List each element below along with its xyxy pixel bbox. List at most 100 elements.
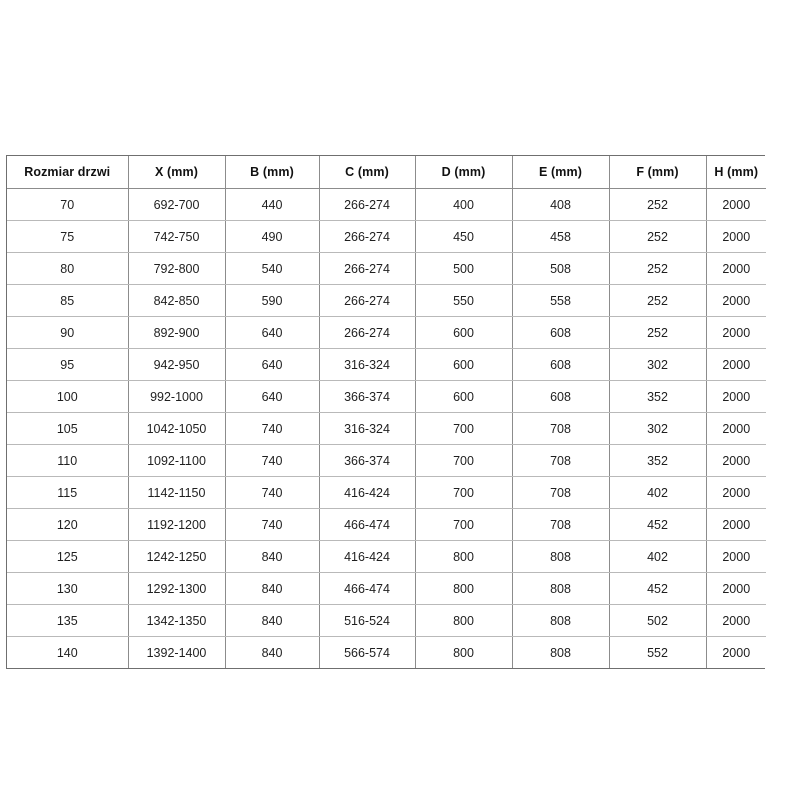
table-cell: 252 bbox=[609, 188, 707, 221]
table-cell: 516-524 bbox=[319, 604, 416, 637]
table-cell: 450 bbox=[415, 220, 513, 253]
table-cell: 2000 bbox=[706, 604, 766, 637]
table-cell: 452 bbox=[609, 572, 707, 605]
table-cell: 490 bbox=[225, 220, 320, 253]
table-cell: 640 bbox=[225, 380, 320, 413]
table-cell: 708 bbox=[512, 508, 610, 541]
table-cell: 90 bbox=[7, 316, 129, 349]
table-cell: 100 bbox=[7, 380, 129, 413]
table-row: 75 742-750 490 266-274 450 458 252 2000 bbox=[7, 220, 766, 253]
table-cell: 708 bbox=[512, 412, 610, 445]
table-cell: 140 bbox=[7, 636, 129, 668]
table-cell: 792-800 bbox=[128, 252, 226, 285]
table-cell: 600 bbox=[415, 316, 513, 349]
table-cell: 2000 bbox=[706, 540, 766, 573]
table-cell: 800 bbox=[415, 604, 513, 637]
table-cell: 740 bbox=[225, 476, 320, 509]
table-row: 140 1392-1400 840 566-574 800 808 552 2000 bbox=[7, 636, 766, 668]
table-cell: 608 bbox=[512, 348, 610, 381]
table-cell: 2000 bbox=[706, 380, 766, 413]
table-row: 135 1342-1350 840 516-524 800 808 502 2000 bbox=[7, 604, 766, 637]
table-header-row: Rozmiar drzwi X (mm) B (mm) C (mm) D (mm… bbox=[7, 156, 766, 189]
table-cell: 302 bbox=[609, 348, 707, 381]
table-cell: 366-374 bbox=[319, 444, 416, 477]
table-cell: 1042-1050 bbox=[128, 412, 226, 445]
table-cell: 440 bbox=[225, 188, 320, 221]
table-cell: 2000 bbox=[706, 444, 766, 477]
table-cell: 466-474 bbox=[319, 508, 416, 541]
table-cell: 508 bbox=[512, 252, 610, 285]
column-header-rozmiar-drzwi: Rozmiar drzwi bbox=[7, 156, 129, 189]
table-cell: 80 bbox=[7, 252, 129, 285]
table-cell: 105 bbox=[7, 412, 129, 445]
table-cell: 840 bbox=[225, 604, 320, 637]
table-cell: 135 bbox=[7, 604, 129, 637]
table-row: 90 892-900 640 266-274 600 608 252 2000 bbox=[7, 316, 766, 349]
table-cell: 502 bbox=[609, 604, 707, 637]
table-cell: 842-850 bbox=[128, 284, 226, 317]
table-cell: 2000 bbox=[706, 476, 766, 509]
table-cell: 552 bbox=[609, 636, 707, 668]
table-cell: 1142-1150 bbox=[128, 476, 226, 509]
table-cell: 640 bbox=[225, 316, 320, 349]
table-cell: 416-424 bbox=[319, 540, 416, 573]
table-row: 130 1292-1300 840 466-474 800 808 452 2000 bbox=[7, 572, 766, 605]
table-cell: 742-750 bbox=[128, 220, 226, 253]
table-header: Rozmiar drzwi X (mm) B (mm) C (mm) D (mm… bbox=[7, 156, 766, 189]
table-cell: 302 bbox=[609, 412, 707, 445]
table-cell: 316-324 bbox=[319, 348, 416, 381]
table-cell: 840 bbox=[225, 636, 320, 668]
table-cell: 708 bbox=[512, 476, 610, 509]
table-cell: 740 bbox=[225, 444, 320, 477]
table-cell: 85 bbox=[7, 284, 129, 317]
table-cell: 266-274 bbox=[319, 316, 416, 349]
table-cell: 400 bbox=[415, 188, 513, 221]
table-cell: 558 bbox=[512, 284, 610, 317]
table-cell: 892-900 bbox=[128, 316, 226, 349]
table-cell: 75 bbox=[7, 220, 129, 253]
table-cell: 130 bbox=[7, 572, 129, 605]
column-header-h: H (mm) bbox=[706, 156, 766, 189]
table-cell: 2000 bbox=[722, 645, 751, 660]
table-cell: 366-374 bbox=[319, 380, 416, 413]
table-cell: 700 bbox=[415, 412, 513, 445]
table-body: 70 692-700 440 266-274 400 408 252 2000 75 742-75… bbox=[7, 188, 766, 668]
table-cell: 316-324 bbox=[319, 412, 416, 445]
table-row: 125 1242-1250 840 416-424 800 808 402 2000 bbox=[7, 540, 766, 573]
table-cell: 942-950 bbox=[128, 348, 226, 381]
table-cell: 408 bbox=[512, 188, 610, 221]
spec-table-container: Rozmiar drzwi X (mm) B (mm) C (mm) D (mm… bbox=[6, 155, 766, 669]
table-cell: 252 bbox=[609, 220, 707, 253]
table-cell: 2000 bbox=[706, 284, 766, 317]
table-cell: 266-274 bbox=[319, 284, 416, 317]
table-row: 110 1092-1100 740 366-374 700 708 352 2000 bbox=[7, 444, 766, 477]
table-row: 95 942-950 640 316-324 600 608 302 2000 bbox=[7, 348, 766, 381]
table-cell: 800 bbox=[415, 572, 513, 605]
table-cell: 266-274 bbox=[319, 220, 416, 253]
table-row: 85 842-850 590 266-274 550 558 252 2000 bbox=[7, 284, 766, 317]
table-cell: 808 bbox=[512, 572, 610, 605]
table-cell: 808 bbox=[512, 604, 610, 637]
table-cell: 1092-1100 bbox=[128, 444, 226, 477]
table-cell: 352 bbox=[609, 444, 707, 477]
table-cell: 708 bbox=[512, 444, 610, 477]
spec-table-border: Rozmiar drzwi X (mm) B (mm) C (mm) D (mm… bbox=[6, 155, 766, 669]
table-cell: 550 bbox=[415, 284, 513, 317]
column-header-f: F (mm) bbox=[609, 156, 707, 189]
table-cell: 608 bbox=[512, 380, 610, 413]
table-cell: 740 bbox=[225, 508, 320, 541]
table-cell: 600 bbox=[415, 348, 513, 381]
table-cell: 700 bbox=[415, 508, 513, 541]
table-cell: 115 bbox=[7, 476, 129, 509]
table-cell: 808 bbox=[512, 636, 610, 668]
table-row: 120 1192-1200 740 466-474 700 708 452 2000 bbox=[7, 508, 766, 541]
table-row: 105 1042-1050 740 316-324 700 708 302 2000 bbox=[7, 412, 766, 445]
table-row: 115 1142-1150 740 416-424 700 708 402 2000 bbox=[7, 476, 766, 509]
table-cell: 402 bbox=[609, 476, 707, 509]
table-cell: 700 bbox=[415, 476, 513, 509]
table-cell: 800 bbox=[415, 636, 513, 668]
table-cell: 640 bbox=[225, 348, 320, 381]
table-cell: 125 bbox=[7, 540, 129, 573]
table-cell: 458 bbox=[512, 220, 610, 253]
